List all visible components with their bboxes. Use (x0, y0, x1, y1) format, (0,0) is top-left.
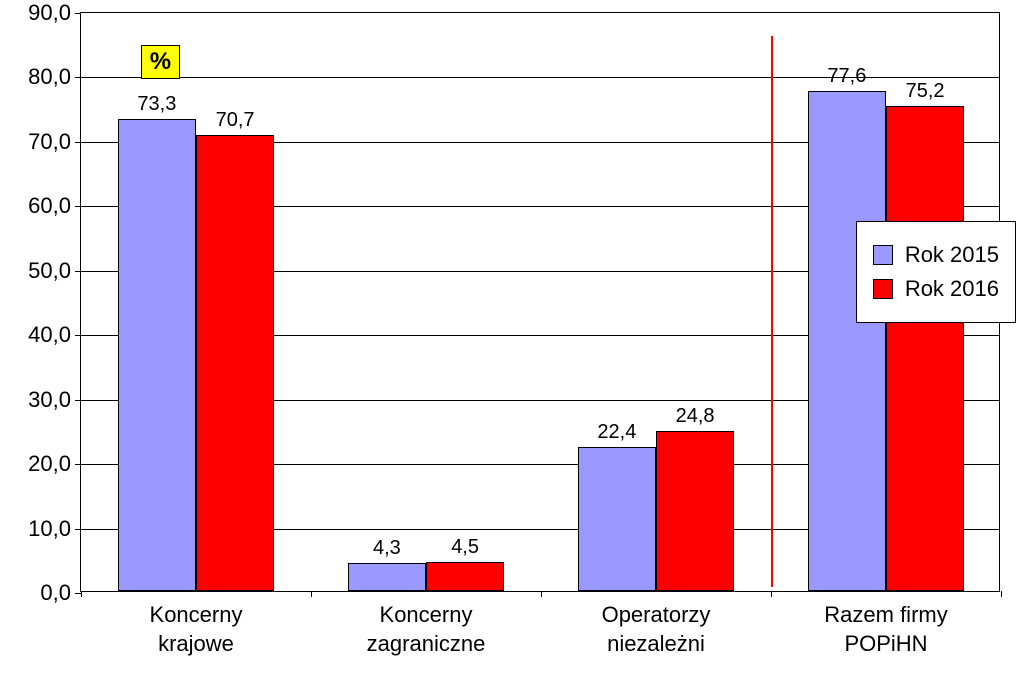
x-tick-mark (1001, 591, 1002, 597)
legend: Rok 2015 Rok 2016 (856, 221, 1016, 323)
chart-container: 0,0 10,0 20,0 30,0 40,0 50,0 60,0 70,0 80,0 90,0 K… (0, 0, 1024, 688)
bar-rok-2015: 73,3 (118, 119, 196, 591)
y-tick-label: 60,0 (28, 193, 81, 219)
legend-swatch (873, 279, 893, 299)
bar-rok-2015: 22,4 (578, 447, 656, 591)
bar-value-label: 75,2 (887, 80, 963, 107)
legend-item: Rok 2016 (873, 276, 999, 302)
legend-swatch (873, 245, 893, 265)
y-tick-label: 10,0 (28, 516, 81, 542)
bar-rok-2016: 4,5 (426, 562, 504, 591)
y-tick-label: 20,0 (28, 451, 81, 477)
percent-badge: % (141, 45, 180, 79)
bar-rok-2015: 77,6 (808, 91, 886, 591)
y-tick-label: 40,0 (28, 322, 81, 348)
x-tick-label: Koncernyzagraniczne (311, 591, 541, 658)
legend-label: Rok 2015 (905, 242, 999, 268)
bar-rok-2016: 24,8 (656, 431, 734, 591)
legend-label: Rok 2016 (905, 276, 999, 302)
bar-rok-2016: 75,2 (886, 106, 964, 591)
bar-value-label: 4,5 (427, 536, 503, 563)
x-tick-label: Razem firmyPOPiHN (771, 591, 1001, 658)
y-tick-label: 0,0 (40, 580, 81, 606)
y-tick-label: 30,0 (28, 387, 81, 413)
bar-value-label: 24,8 (657, 405, 733, 432)
bar-rok-2015: 4,3 (348, 563, 426, 591)
legend-item: Rok 2015 (873, 242, 999, 268)
bar-value-label: 77,6 (809, 65, 885, 92)
y-tick-label: 80,0 (28, 64, 81, 90)
bar-rok-2016: 70,7 (196, 135, 274, 591)
x-tick-label: Operatorzyniezależni (541, 591, 771, 658)
x-tick-label: Koncernykrajowe (81, 591, 311, 658)
bar-value-label: 22,4 (579, 421, 655, 448)
bar-value-label: 70,7 (197, 109, 273, 136)
y-tick-label: 90,0 (28, 0, 81, 26)
y-tick-label: 70,0 (28, 129, 81, 155)
divider-line (771, 36, 773, 587)
bar-value-label: 4,3 (349, 537, 425, 564)
y-tick-label: 50,0 (28, 258, 81, 284)
bar-value-label: 73,3 (119, 93, 195, 120)
